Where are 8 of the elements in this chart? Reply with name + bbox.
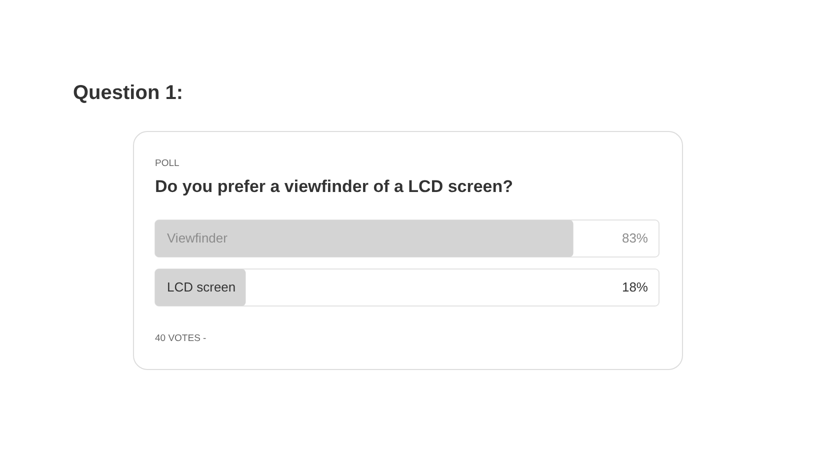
- text: 40 VOTES -: [155, 333, 206, 344]
- y-tick-label: Viewfinder: [167, 230, 228, 246]
- chart-subtitle: Do you prefer a viewfinder of a LCD screen?: [155, 177, 514, 196]
- text: POLL: [155, 158, 180, 169]
- data-label: 18%: [622, 280, 648, 294]
- chart-title: Question 1:: [73, 82, 184, 104]
- y-tick-label: LCD screen: [167, 280, 236, 294]
- data-label: 83%: [622, 230, 648, 246]
